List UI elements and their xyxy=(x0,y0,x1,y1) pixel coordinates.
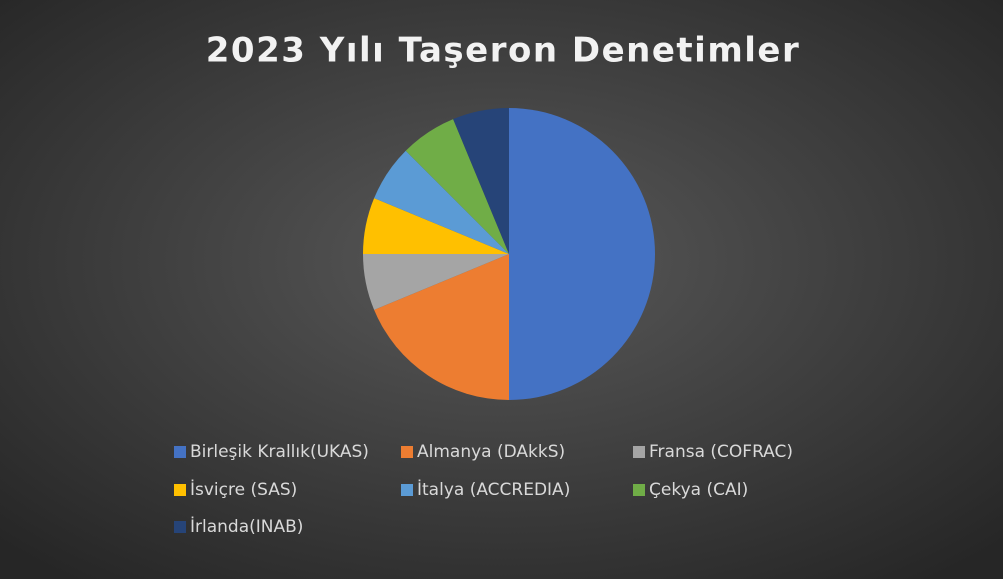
legend-swatch xyxy=(174,521,186,533)
legend-swatch xyxy=(633,446,645,458)
legend-swatch xyxy=(174,484,186,496)
legend-swatch xyxy=(633,484,645,496)
legend-label: Birleşik Krallık(UKAS) xyxy=(190,442,369,462)
legend-swatch xyxy=(401,446,413,458)
pie-slice xyxy=(363,254,509,310)
chart-title: 2023 Yılı Taşeron Denetimler xyxy=(206,31,800,71)
legend-label: Almanya (DAkkS) xyxy=(417,442,565,462)
legend-label: İrlanda(INAB) xyxy=(190,516,303,537)
pie-slice xyxy=(509,108,655,400)
legend-label: İsviçre (SAS) xyxy=(190,479,297,500)
legend-label: Çekya (CAI) xyxy=(649,480,748,500)
pie-slice xyxy=(363,198,509,254)
legend-swatch xyxy=(401,484,413,496)
pie-slice xyxy=(405,119,509,254)
pie-slice xyxy=(374,150,509,254)
legend-label: Fransa (COFRAC) xyxy=(649,442,793,462)
legend-swatch xyxy=(174,446,186,458)
pie-slice xyxy=(453,108,509,254)
legend-label: İtalya (ACCREDIA) xyxy=(417,479,570,500)
pie-slice xyxy=(374,254,509,400)
